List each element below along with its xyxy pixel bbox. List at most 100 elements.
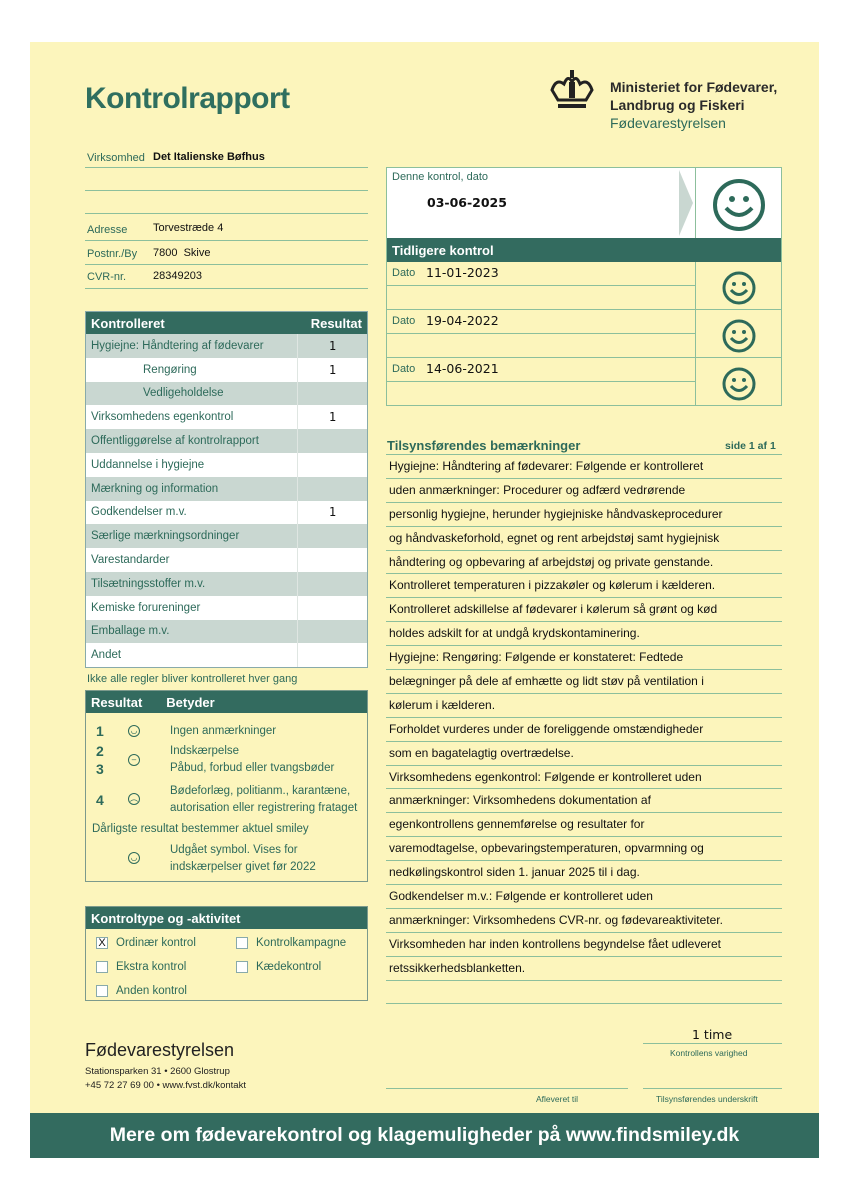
- checked-item-name: Hygiejne: Håndtering af fødevarer: [91, 339, 264, 352]
- footer-agency: Fødevarestyrelsen: [85, 1040, 235, 1060]
- checked-row: Tilsætningsstoffer m.v.: [86, 571, 367, 596]
- remarks-text: Hygiejne: Håndtering af fødevarer: Følge…: [386, 455, 782, 1005]
- legend-text-2: Indskærpelse: [170, 745, 240, 757]
- col-result: Resultat: [310, 315, 362, 331]
- checked-item-name: Vedligeholdelse: [143, 387, 224, 400]
- legend-text-4a: Bødeforlæg, politianm., karantæne,: [170, 785, 351, 797]
- legend-num-4: 4: [96, 792, 104, 808]
- remark-line: retssikkerhedsblanketten.: [386, 957, 782, 981]
- checked-item-name: Andet: [91, 649, 122, 662]
- checkbox-ordinary[interactable]: X Ordinær kontrol: [96, 937, 196, 949]
- checked-item-name: Kemiske forureninger: [91, 601, 201, 614]
- checked-item-name: Særlige mærkningsordninger: [91, 530, 240, 543]
- checked-item-name: Tilsætningsstoffer m.v.: [91, 577, 206, 590]
- previous-inspection-row: Dato 11-01-2023: [387, 262, 781, 310]
- crown-logo-icon: [550, 70, 594, 108]
- legend-num-1: 1: [96, 723, 104, 739]
- checked-item-name: Godkendelser m.v.: [91, 506, 187, 519]
- checkbox-campaign[interactable]: Kontrolkampagne: [236, 937, 346, 949]
- checked-item-result: 1: [297, 405, 367, 430]
- remark-line: anmærkninger: Virksomhedens dokumentatio…: [386, 789, 782, 814]
- checked-item-name: Uddannelse i hygiejne: [91, 458, 205, 471]
- remark-line: Hygiejne: Håndtering af fødevarer: Følge…: [386, 455, 782, 479]
- result-legend: Resultat Betyder 1 ◡ Ingen anmærkninger 2…: [85, 690, 368, 882]
- findsmiley-banner[interactable]: Mere om fødevarekontrol og klagemulighed…: [30, 1113, 819, 1158]
- checkbox-box[interactable]: [236, 961, 248, 973]
- footer-address: Stationsparken 31 • 2600 Glostrup: [85, 1066, 230, 1077]
- ministry-line1: Ministeriet for Fødevarer,: [610, 79, 778, 95]
- checked-row: Hygiejne: Håndtering af fødevarer 1: [86, 334, 367, 358]
- checked-item-result: [297, 429, 367, 453]
- cvr-value: 28349203: [153, 270, 202, 282]
- checked-item-result: [297, 595, 367, 620]
- postal-value: 7800 Skive: [153, 247, 211, 259]
- checked-item-name: Virksomhedens egenkontrol: [91, 411, 234, 424]
- date-label: Dato: [392, 267, 416, 279]
- remark-line: Forholdet vurderes under de foreliggende…: [386, 718, 782, 742]
- remark-line: nedkølingskontrol siden 1. januar 2025 t…: [386, 861, 782, 886]
- checked-row: Vedligeholdelse: [86, 381, 367, 406]
- checkbox-extra[interactable]: Ekstra kontrol: [96, 961, 186, 973]
- checkbox-label: Anden kontrol: [116, 985, 187, 997]
- postal-label: Postnr./By: [87, 248, 138, 260]
- chevron-right-icon: [679, 170, 693, 236]
- checked-item-result: [297, 571, 367, 596]
- checkbox-label: Ordinær kontrol: [116, 937, 196, 949]
- remark-line: kølerum i kælderen.: [386, 694, 782, 718]
- address-value: Torvestræde 4: [153, 222, 224, 234]
- company-name: Det Italienske Bøfhus: [153, 151, 265, 163]
- checked-row: Virksomhedens egenkontrol 1: [86, 405, 367, 430]
- checked-item-name: Mærkning og information: [91, 482, 219, 495]
- remarks-page: side 1 af 1: [725, 440, 776, 452]
- checked-item-name: Rengøring: [143, 363, 197, 376]
- current-date: 03-06-2025: [427, 195, 507, 210]
- agency-name: Fødevarestyrelsen: [610, 115, 726, 131]
- legend-text-3: Påbud, forbud eller tvangsbøder: [170, 762, 335, 774]
- remark-line: holdes adskilt for at undgå krydskontami…: [386, 622, 782, 647]
- inspection-dates-box: Denne kontrol, dato 03-06-2025 Tidligere…: [386, 167, 782, 406]
- checked-item-name: Offentliggørelse af kontrolrapport: [91, 435, 259, 448]
- address-label: Adresse: [87, 224, 128, 236]
- remarks-header: Tilsynsførendes bemærkninger: [387, 438, 581, 453]
- checkbox-chain[interactable]: Kædekontrol: [236, 961, 321, 973]
- happy-smiley-icon: [713, 179, 765, 231]
- previous-inspection-row: Dato 14-06-2021: [387, 358, 781, 406]
- checked-row: Emballage m.v.: [86, 619, 367, 644]
- checkbox-label: Kontrolkampagne: [256, 937, 347, 949]
- checked-row: Kemiske forureninger: [86, 595, 367, 620]
- delivered-to-label: Afleveret til: [536, 1094, 579, 1104]
- remark-line: Godkendelser m.v.: Følgende er kontrolle…: [386, 885, 782, 909]
- remark-line: belægninger på dele af emhætte og lidt s…: [386, 670, 782, 694]
- remark-line: Kontrolleret temperaturen i pizzakøler o…: [386, 574, 782, 599]
- remark-line: Virksomhedens egenkontrol: Følgende er k…: [386, 766, 782, 790]
- legend-text-4b: autorisation eller registrering frataget: [170, 802, 358, 814]
- happy-smiley-icon: ◡: [128, 725, 140, 737]
- checkbox-box[interactable]: [236, 937, 248, 949]
- checkbox-box[interactable]: X: [96, 937, 108, 949]
- checked-item-name: Varestandarder: [91, 554, 170, 567]
- previous-date: 11-01-2023: [426, 265, 499, 280]
- checkbox-other[interactable]: Anden kontrol: [96, 985, 187, 997]
- checkbox-box[interactable]: [96, 985, 108, 997]
- checked-table-header: Kontrolleret Resultat: [86, 312, 367, 334]
- control-type-header: Kontroltype og -aktivitet: [86, 907, 367, 929]
- company-label: Virksomhed: [87, 152, 145, 164]
- checked-item-result: [297, 524, 367, 549]
- legend-num-2: 2: [96, 743, 104, 759]
- col-checked: Kontrolleret: [91, 315, 165, 331]
- duration-label: Kontrollens varighed: [670, 1048, 748, 1058]
- remark-line: Hygiejne: Rengøring: Følgende er konstat…: [386, 646, 782, 671]
- checked-item-result: [297, 476, 367, 501]
- checked-item-name: Emballage m.v.: [91, 625, 170, 638]
- neutral-smiley-icon: –: [128, 754, 140, 766]
- checkbox-box[interactable]: [96, 961, 108, 973]
- remark-line: som en bagatelagtig overtrædelse.: [386, 742, 782, 766]
- sad-smiley-icon: ︵: [128, 793, 140, 805]
- control-type-box: Kontroltype og -aktivitet X Ordinær kontr…: [85, 906, 368, 1001]
- previous-inspection-row: Dato 19-04-2022: [387, 310, 781, 358]
- checked-item-result: 1: [297, 357, 367, 382]
- remark-line: personlig hygiejne, herunder hygiejniske…: [386, 503, 782, 527]
- page-title: Kontrolrapport: [85, 82, 290, 115]
- remark-line: [386, 981, 782, 1005]
- remark-line: Virksomheden har inden kontrollens begyn…: [386, 933, 782, 957]
